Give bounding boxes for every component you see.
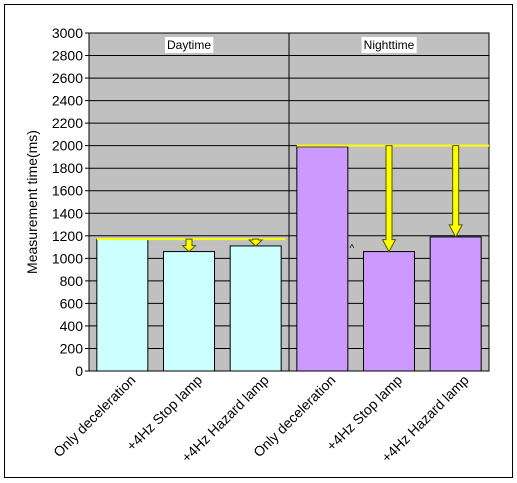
group-label-background: [164, 37, 214, 53]
gridlines: [85, 32, 489, 372]
bar: [296, 146, 349, 372]
bar: [363, 251, 415, 372]
y-axis-label: Measurement time(ms): [24, 130, 40, 274]
x-tick-labels: Only deceleration+4Hz Stop lamp+4Hz Haza…: [50, 372, 472, 466]
y-tick-label: 600: [60, 295, 84, 311]
y-tick-label: 1200: [52, 228, 83, 244]
y-tick-label: 1000: [52, 250, 83, 266]
stray-mark: ^: [350, 244, 355, 255]
y-tick-label: 400: [60, 318, 84, 334]
bar: [96, 238, 149, 372]
y-tick-label: 200: [60, 340, 84, 356]
down-arrow: [448, 145, 464, 238]
y-tick-label: 0: [75, 363, 83, 379]
group-label-background: [361, 37, 417, 53]
y-tick-label: 2000: [52, 138, 83, 154]
group-label: Daytime: [167, 38, 211, 52]
y-tick-label: 3000: [52, 25, 83, 41]
y-tick-label: 2200: [52, 115, 83, 131]
bar: [163, 251, 215, 372]
y-tick-label: 2600: [52, 70, 83, 86]
bars: [96, 146, 482, 372]
bar: [429, 236, 482, 372]
y-tick-label: 2400: [52, 93, 83, 109]
y-tick-label: 800: [60, 273, 84, 289]
down-arrow: [247, 238, 264, 247]
y-tick-label: 1400: [52, 205, 83, 221]
group-label: Nighttime: [364, 38, 415, 52]
chart-frame: 0 200 400 600 800 1000 1200 1400 1600 1800 2000 220…: [4, 4, 513, 478]
bar: [229, 245, 282, 372]
arrows: [181, 145, 464, 253]
bar-chart: 0 200 400 600 800 1000 1200 1400 1600 1800 2000 220…: [24, 25, 490, 466]
y-tick-label: 1800: [52, 160, 83, 176]
x-tick-label: Only deceleration: [50, 372, 138, 460]
y-tick-label: 2800: [52, 48, 83, 64]
down-arrow: [381, 145, 397, 253]
group-labels: Daytime Nighttime: [164, 37, 417, 53]
y-tick-labels: 0 200 400 600 800 1000 1200 1400 1600 1800 2000 220…: [52, 25, 83, 379]
down-arrow: [181, 238, 197, 253]
y-tick-label: 1600: [52, 183, 83, 199]
